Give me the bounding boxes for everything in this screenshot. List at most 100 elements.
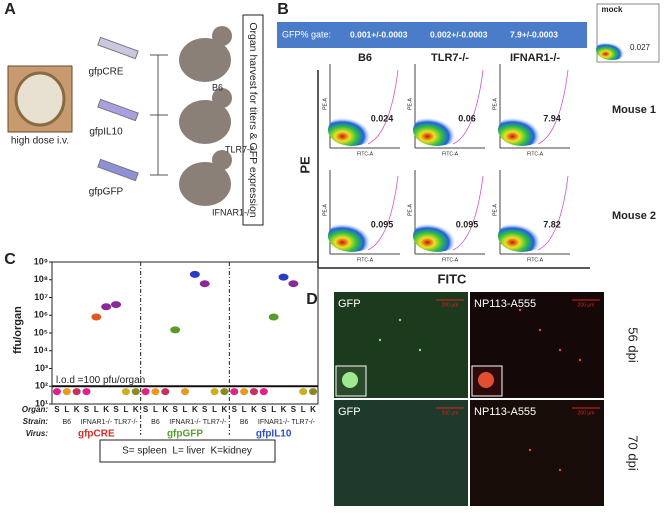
data-point (278, 273, 289, 281)
plot-axis-label: FITC-A (357, 257, 374, 263)
panel-label: B (277, 1, 289, 18)
gate-header (277, 22, 587, 48)
flow-density (413, 220, 461, 252)
x-tick-label: S (143, 405, 149, 414)
timepoint-label: 70 dpi (626, 435, 641, 471)
cell-dot (518, 308, 522, 312)
data-point (82, 388, 91, 396)
text-box (242, 14, 264, 226)
virus-label: gfpGFP (167, 429, 203, 440)
gate-value: 0.001+/-0.0003 (350, 29, 408, 39)
data-point (62, 388, 71, 396)
x-tick-label: L (64, 405, 69, 414)
inset-cell (478, 372, 494, 388)
y-tick-label: 10³ (35, 363, 48, 373)
plot-axis-label: FITC-A (527, 151, 544, 157)
micrograph (470, 400, 604, 506)
x-tick-label: L (212, 405, 217, 414)
tissue-section (14, 71, 66, 127)
x-tick-label: L (183, 405, 188, 414)
scale-bar-label: 200 μm (578, 302, 595, 308)
strain-label: B6 (62, 419, 71, 426)
column-label: B6 (358, 52, 372, 64)
panel-label: A (4, 1, 16, 18)
x-tick-label: K (133, 405, 139, 414)
cell-dot (378, 338, 382, 342)
data-point (121, 388, 130, 396)
data-point (240, 388, 249, 396)
cell-dot (558, 468, 562, 472)
mock-label: mock (602, 5, 623, 14)
gate-header: GFP% gate: (282, 29, 331, 39)
axis-title: PE (297, 156, 312, 174)
data-point (72, 388, 81, 396)
x-tick-label: S (172, 405, 178, 414)
x-tick-label: K (251, 405, 257, 414)
y-tick-label: 10² (35, 381, 48, 391)
panel-label: C (4, 251, 16, 268)
y-tick-label: 10⁹ (34, 256, 48, 266)
x-tick-label: S (232, 405, 238, 414)
cell-dot (528, 448, 532, 452)
x-tick-label: S (113, 405, 119, 414)
y-tick-label: 10¹ (35, 398, 48, 408)
x-tick-label: K (103, 405, 109, 414)
strain-label: B6 (212, 82, 223, 92)
x-tick-label: L (301, 405, 306, 414)
data-point (52, 388, 61, 396)
gate-percent: 0.06 (458, 113, 476, 123)
strain-label: IFNAR1-/- (212, 207, 253, 217)
data-point (199, 280, 210, 288)
data-point (230, 388, 239, 396)
scale-bar-label: 200 μm (442, 302, 459, 308)
micrograph (334, 400, 468, 506)
scale-bar-label: 200 μm (442, 410, 459, 416)
gate (367, 175, 399, 251)
x-tick-label: S (291, 405, 297, 414)
column-label: TLR7-/- (431, 52, 469, 64)
gate-percent: 0.095 (456, 219, 479, 229)
strain-label: IFNAR1-/- (258, 419, 290, 426)
data-point (161, 388, 170, 396)
strain-label: B6 (240, 419, 249, 426)
data-point (111, 301, 122, 309)
plot-axis-label: FITC-A (442, 257, 459, 263)
x-tick-label: L (153, 405, 158, 414)
plot-axis-label: PE-A (322, 98, 328, 110)
data-point (170, 326, 181, 334)
strain-label: B6 (151, 419, 160, 426)
row-label: Mouse 1 (612, 104, 656, 116)
row-label: Virus: (26, 429, 49, 438)
strain-label: IFNAR1-/- (81, 419, 113, 426)
plot-axis-label: FITC-A (442, 151, 459, 157)
gate (367, 69, 399, 145)
inset-cell (342, 372, 358, 388)
flow-density (596, 40, 628, 60)
x-tick-label: L (242, 405, 247, 414)
x-tick-label: L (94, 405, 99, 414)
data-point (299, 388, 308, 396)
x-tick-label: L (271, 405, 276, 414)
strain-label: TLR7-/- (114, 419, 138, 426)
cell-dot (558, 348, 562, 352)
data-point (189, 270, 200, 278)
x-tick-label: S (54, 405, 60, 414)
column-label: IFNAR1-/- (510, 52, 560, 64)
virus-label: gfpCRE (88, 67, 123, 78)
virus-label: gfpIL10 (256, 429, 292, 440)
row-label: Strain: (23, 417, 49, 426)
flow-density (328, 114, 376, 146)
flow-density (413, 114, 461, 146)
virus-label: gfpCRE (78, 429, 115, 440)
rats (179, 26, 232, 206)
x-tick-label: S (261, 405, 267, 414)
y-tick-label: 10⁶ (34, 310, 48, 320)
box-text: Organ harvest for titers & GFP expressio… (247, 22, 259, 217)
y-tick-label: 10⁵ (34, 327, 48, 337)
x-tick-label: K (74, 405, 80, 414)
data-point (151, 388, 160, 396)
data-point (131, 388, 140, 396)
timepoint-label: 56 dpi (626, 327, 641, 363)
plot-axis-label: PE-A (407, 204, 413, 216)
